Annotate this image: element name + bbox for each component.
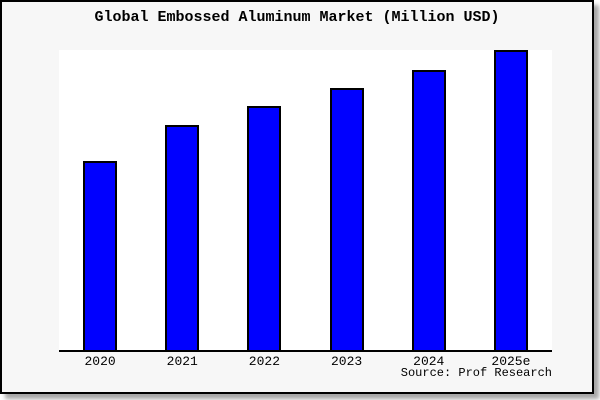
chart-title: Global Embossed Aluminum Market (Million…: [94, 9, 500, 26]
x-axis-label-2025e: 2025e: [491, 354, 531, 369]
x-axis-label-2020: 2020: [84, 354, 116, 369]
x-axis-label-2022: 2022: [248, 354, 281, 369]
source-attribution: Source: Prof Research: [400, 366, 552, 380]
bar-2020: [83, 161, 118, 350]
x-axis-label-2023: 2023: [330, 354, 363, 369]
bar-2022: [247, 105, 282, 350]
bar-2024: [411, 69, 446, 350]
x-axis-labels: 2020 2021 2022 2023 2024 2025e: [59, 354, 552, 370]
x-axis-label-2024: 2024: [413, 354, 445, 369]
x-axis-label-2021: 2021: [166, 354, 198, 369]
bar-2021: [165, 125, 200, 350]
plot-area: [59, 50, 552, 352]
bar-2023: [329, 87, 364, 350]
bar-2025e: [493, 50, 528, 350]
chart-frame: Global Embossed Aluminum Market (Million…: [0, 0, 594, 394]
